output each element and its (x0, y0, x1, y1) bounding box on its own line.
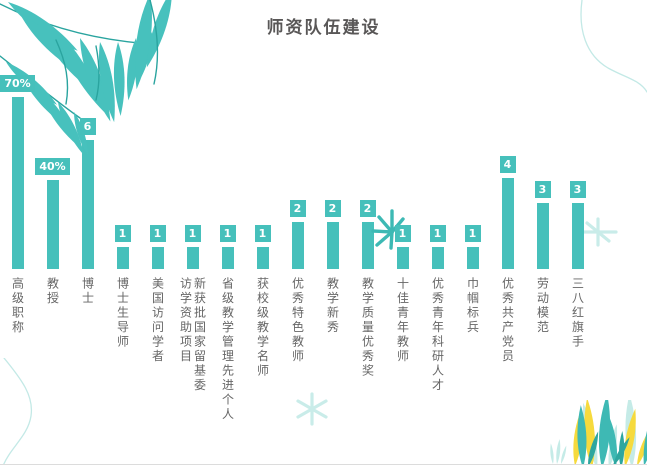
category-label: 优秀共产党员 (500, 277, 515, 364)
category-label-column: 美国访问学者 (140, 277, 175, 422)
category-label-column: 获校级教学名师 (245, 277, 280, 422)
bar-column: 1 (175, 0, 210, 269)
bar (221, 247, 234, 269)
category-label-column: 十佳青年教师 (385, 277, 420, 422)
category-label-column: 省级教学管理先进个人 (210, 277, 245, 422)
category-label-column: 教学质量优秀奖 (350, 277, 385, 422)
category-label: 美国访问学者 (150, 277, 165, 364)
bar-column: 3 (525, 0, 560, 269)
bar (116, 247, 129, 269)
bar (396, 247, 409, 269)
category-label-column: 教授 (35, 277, 70, 422)
bar (361, 222, 374, 269)
bar-value-badge: 1 (184, 225, 201, 242)
category-label: 高级职称 (10, 277, 25, 335)
category-label: 教授 (45, 277, 60, 306)
bar (536, 203, 549, 269)
bar-value-badge: 1 (219, 225, 236, 242)
bar-value-badge: 1 (429, 225, 446, 242)
bar-value-badge: 4 (499, 156, 516, 173)
bar-column: 1 (420, 0, 455, 269)
bar-column: 1 (210, 0, 245, 269)
category-label: 博士 (80, 277, 95, 306)
bar-column: 2 (280, 0, 315, 269)
category-label: 获校级教学名师 (255, 277, 270, 379)
category-labels: 高级职称 教授 博士 博士生导师 美国访问学者 新获批国家留基委 访学资助项目 … (0, 277, 596, 422)
bar (256, 247, 269, 269)
bar-value-badge: 1 (114, 225, 131, 242)
bar-column: 1 (245, 0, 280, 269)
chart-title: 师资队伍建设 (266, 18, 381, 38)
bar-column: 70% (0, 0, 35, 269)
category-label: 省级教学管理先进个人 (220, 277, 235, 422)
category-label-column: 高级职称 (0, 277, 35, 422)
bar-value-badge: 1 (464, 225, 481, 242)
category-label: 优秀特色教师 (290, 277, 305, 364)
bar-value-badge: 3 (569, 181, 586, 198)
category-label-column: 优秀共产党员 (490, 277, 525, 422)
category-label: 劳动模范 (535, 277, 550, 335)
bar-value-badge: 40% (35, 158, 70, 175)
bar-value-badge: 70% (0, 75, 35, 92)
bar-column: 1 (105, 0, 140, 269)
bar-column: 2 (350, 0, 385, 269)
bar (11, 97, 24, 269)
category-label-column: 博士 (70, 277, 105, 422)
bar (186, 247, 199, 269)
bar-value-badge: 2 (359, 200, 376, 217)
bar-value-badge: 2 (289, 200, 306, 217)
bar-column: 40% (35, 0, 70, 269)
bar-column: 1 (455, 0, 490, 269)
category-label: 博士生导师 (115, 277, 130, 350)
bar (501, 178, 514, 269)
bar-value-badge: 1 (254, 225, 271, 242)
category-label-column: 劳动模范 (525, 277, 560, 422)
category-label-column: 优秀特色教师 (280, 277, 315, 422)
bar (466, 247, 479, 269)
category-label-column: 博士生导师 (105, 277, 140, 422)
bar-column: 1 (385, 0, 420, 269)
bar (46, 180, 59, 269)
bar (81, 140, 94, 269)
category-label: 十佳青年教师 (395, 277, 410, 364)
bar (151, 247, 164, 269)
bar-column: 4 (490, 0, 525, 269)
category-label: 优秀青年科研人才 (430, 277, 445, 393)
bar-value-badge: 1 (149, 225, 166, 242)
category-label-column: 教学新秀 (315, 277, 350, 422)
bar-column: 2 (315, 0, 350, 269)
bar (431, 247, 444, 269)
bar-chart: 70% 40% 6 1 1 1 1 (0, 0, 595, 269)
category-label: 巾帼标兵 (465, 277, 480, 335)
category-label: 教学质量优秀奖 (360, 277, 375, 379)
bar-value-badge: 2 (324, 200, 341, 217)
bar (326, 222, 339, 269)
category-label: 新获批国家留基委 访学资助项目 (178, 277, 207, 393)
bar-value-badge: 6 (79, 118, 96, 135)
bar (571, 203, 584, 269)
bar-value-badge: 1 (394, 225, 411, 242)
category-label: 教学新秀 (325, 277, 340, 335)
bar-value-badge: 3 (534, 181, 551, 198)
bar (291, 222, 304, 269)
bar-column: 3 (560, 0, 595, 269)
category-label: 三八红旗手 (570, 277, 585, 350)
bar-column: 1 (140, 0, 175, 269)
category-label-column: 三八红旗手 (560, 277, 595, 422)
bar-column: 6 (70, 0, 105, 269)
category-label-column: 巾帼标兵 (455, 277, 490, 422)
category-label-column: 优秀青年科研人才 (420, 277, 455, 422)
category-label-column: 新获批国家留基委 访学资助项目 (175, 277, 210, 422)
